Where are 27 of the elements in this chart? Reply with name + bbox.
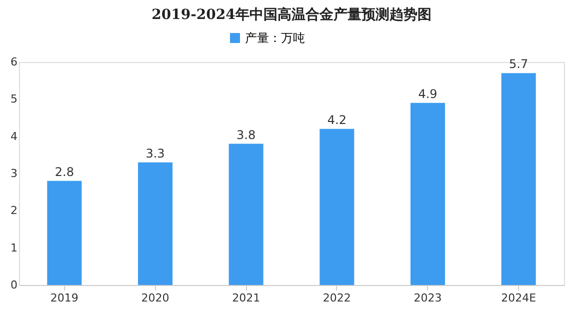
data-label: 2.8 xyxy=(54,164,74,179)
x-tick-label: 2021 xyxy=(232,292,260,304)
y-tick-label: 1 xyxy=(10,241,18,254)
bar xyxy=(47,180,82,285)
y-tick-label: 4 xyxy=(10,130,18,143)
chart-title: 2019-2024年中国高温合金产量预测趋势图 xyxy=(152,6,432,23)
data-label: 3.3 xyxy=(146,146,165,160)
x-tick-label: 2019 xyxy=(50,292,78,304)
y-tick-label: 3 xyxy=(10,167,18,180)
legend-label: 产量：万吨 xyxy=(245,31,305,45)
x-tick-label: 2023 xyxy=(414,292,442,304)
y-tick-label: 6 xyxy=(10,56,18,68)
x-tick-label: 2024E xyxy=(501,292,536,304)
bar xyxy=(320,128,354,285)
y-tick-label: 2 xyxy=(10,204,18,218)
bar xyxy=(501,73,536,285)
bar xyxy=(410,102,446,285)
bar xyxy=(138,162,173,285)
data-label: 4.9 xyxy=(418,86,438,101)
data-label: 5.7 xyxy=(509,57,528,72)
data-label: 3.8 xyxy=(236,128,256,142)
y-tick-label: 5 xyxy=(10,92,18,106)
bar xyxy=(228,144,264,285)
x-tick-label: 2020 xyxy=(141,292,170,304)
x-tick-label: 2022 xyxy=(322,292,351,304)
data-label: 4.2 xyxy=(327,112,346,127)
y-tick-label: 0 xyxy=(10,278,18,292)
